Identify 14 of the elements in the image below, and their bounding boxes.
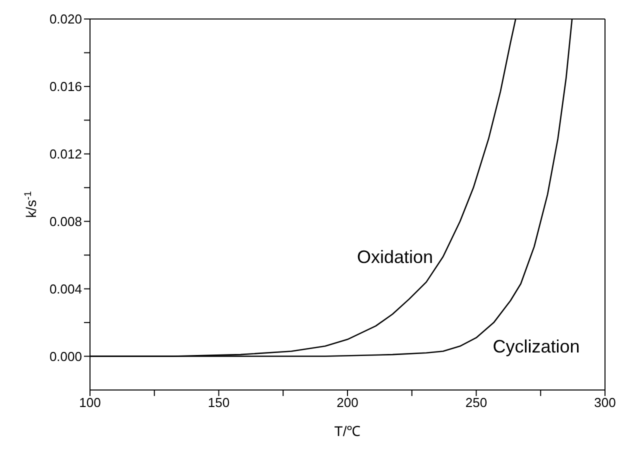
x-tick-label: 150 xyxy=(208,395,230,410)
y-tick-label: 0.020 xyxy=(49,12,82,27)
y-tick-label: 0.016 xyxy=(49,79,82,94)
y-tick-label: 0.004 xyxy=(49,281,82,296)
y-tick-label: 0.000 xyxy=(49,348,82,364)
y-tick-label: 0.008 xyxy=(49,214,82,229)
series-label: Oxidation xyxy=(356,247,434,268)
y-tick-label: 0.012 xyxy=(49,146,82,162)
x-tick-label: 200 xyxy=(336,395,358,410)
x-tick-label: 250 xyxy=(465,395,488,410)
x-tick-label: 300 xyxy=(594,395,616,410)
x-tick-label: 100 xyxy=(79,395,101,410)
x-axis-title: T/℃ xyxy=(334,423,361,439)
series-label: Cyclization xyxy=(492,336,580,357)
